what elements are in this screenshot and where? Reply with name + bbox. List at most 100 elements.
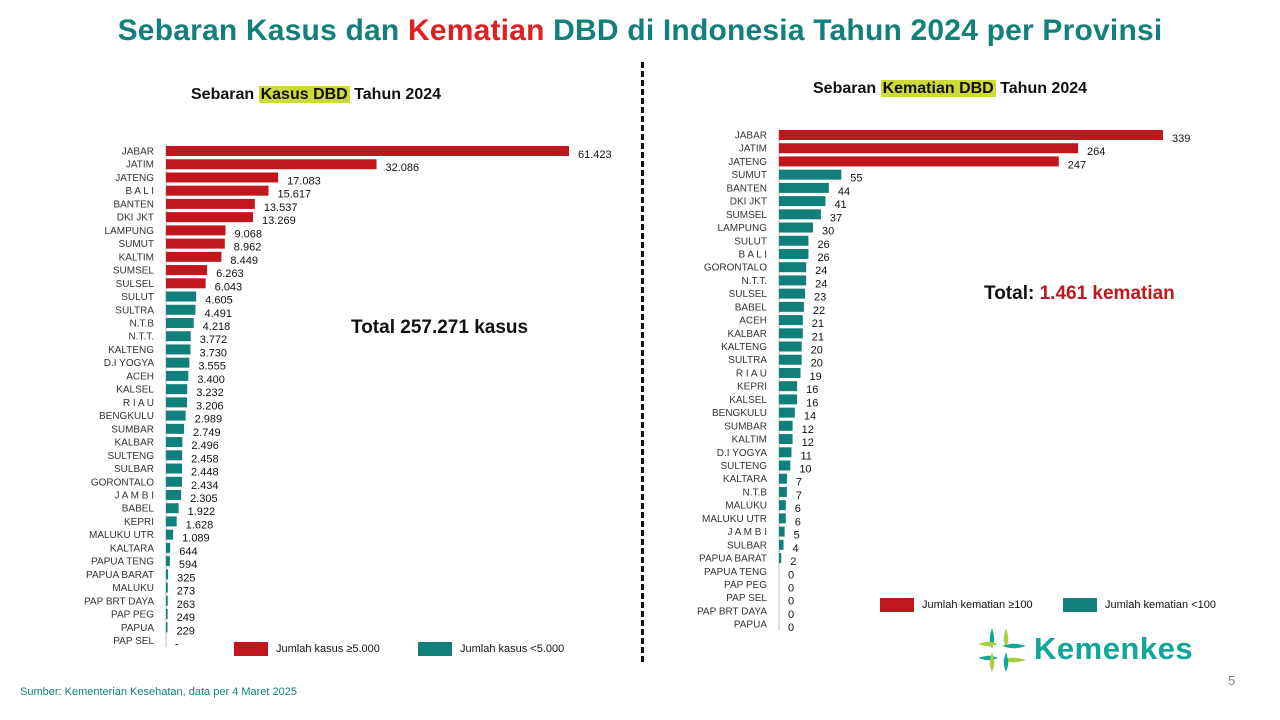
bar (166, 450, 183, 461)
category-label: B A L I (125, 186, 154, 197)
bar (779, 248, 809, 259)
value-label: 20 (811, 358, 823, 370)
value-label: 23 (814, 292, 826, 304)
category-label: MALUKU UTR (702, 514, 767, 525)
category-label: BABEL (735, 302, 768, 313)
category-label: SUMUT (731, 170, 767, 181)
category-label: PAP BRT DAYA (697, 606, 767, 617)
category-label: JABAR (122, 147, 154, 158)
category-label: PAP SEL (113, 636, 154, 647)
bar (166, 384, 188, 395)
category-label: SUMBAR (724, 421, 767, 432)
value-label: 26 (817, 252, 829, 264)
page-number: 5 (1228, 673, 1236, 688)
value-label: 3.555 (198, 361, 226, 373)
bar (166, 529, 174, 540)
bar (779, 196, 826, 207)
value-label: 22 (813, 305, 825, 317)
category-label: JATENG (115, 173, 154, 184)
category-label: PAP PEG (111, 610, 154, 621)
bar (779, 500, 786, 511)
category-label: LAMPUNG (718, 223, 768, 234)
category-label: PAPUA BARAT (86, 570, 154, 581)
value-label: 32.086 (386, 162, 420, 174)
legend-cases-low: Jumlah kasus <5.000 (418, 642, 564, 656)
value-label: 1.922 (188, 506, 216, 518)
value-label: 24 (815, 278, 827, 290)
bar (166, 238, 225, 249)
right-chart-subtitle: Sebaran Kematian DBD Tahun 2024 (813, 80, 1088, 97)
category-label: SULTRA (728, 355, 767, 366)
category-label: D.I YOGYA (104, 358, 155, 369)
value-label: - (175, 639, 179, 651)
bar (779, 130, 1163, 140)
value-label: 325 (177, 572, 195, 584)
bar (166, 291, 197, 302)
value-label: 6 (795, 516, 801, 528)
legend-swatch-red (880, 598, 914, 612)
category-label: N.T.T. (741, 276, 767, 287)
bar (166, 463, 183, 474)
value-label: 21 (812, 331, 824, 343)
category-label: JABAR (735, 131, 767, 142)
value-label: 16 (806, 397, 818, 409)
bar (166, 278, 206, 289)
value-label: 0 (788, 596, 794, 608)
category-label: SUMSEL (113, 266, 155, 277)
category-label: D.I YOGYA (717, 448, 768, 459)
bar (779, 526, 785, 537)
bar (779, 513, 786, 524)
category-label: JATIM (739, 144, 767, 155)
category-label: KALBAR (115, 438, 154, 449)
bar (779, 275, 807, 286)
category-label: BANTEN (113, 199, 154, 210)
value-label: 3.400 (197, 374, 225, 386)
bar (166, 304, 196, 315)
value-label: 2.434 (191, 480, 219, 492)
value-label: 20 (811, 345, 823, 357)
value-label: 1.089 (182, 533, 210, 545)
value-label: 21 (812, 318, 824, 330)
category-label: R I A U (123, 398, 154, 409)
category-label: KALTIM (119, 252, 154, 263)
value-label: 339 (1172, 133, 1190, 145)
value-label: 264 (1087, 146, 1105, 158)
bar (166, 556, 170, 567)
category-label: KALTARA (723, 474, 767, 485)
bar (166, 423, 185, 434)
category-label: JATENG (728, 157, 767, 168)
category-label: SULTRA (115, 305, 154, 316)
bar (779, 407, 795, 418)
category-label: R I A U (736, 368, 767, 379)
bar (166, 172, 279, 183)
category-label: KEPRI (124, 517, 154, 528)
bar (166, 317, 194, 328)
cases-bar-chart: JABAR 61.423 JATIM 32.086 JATENG 17.083 B A L … (84, 144, 612, 651)
bar (166, 489, 182, 500)
value-label: 3.772 (200, 334, 228, 346)
logo-text: Kemenkes (1034, 631, 1194, 666)
bar (779, 447, 792, 458)
category-label: SUMUT (118, 239, 154, 250)
bar (166, 225, 226, 236)
category-label: SULSEL (116, 279, 155, 290)
bar (166, 370, 189, 381)
bar (779, 354, 802, 365)
bar (779, 473, 787, 484)
value-label: 37 (830, 212, 842, 224)
value-label: 229 (177, 625, 195, 637)
category-label: BANTEN (726, 183, 767, 194)
category-label: SULBAR (114, 464, 154, 475)
category-label: SULTENG (108, 451, 155, 462)
legend-swatch-red (234, 642, 268, 656)
category-label: N.T.T. (128, 332, 154, 343)
value-label: 7 (796, 490, 802, 502)
bar (166, 516, 177, 527)
category-label: SULTENG (721, 461, 768, 472)
bar (779, 434, 793, 445)
bar (779, 460, 791, 471)
category-label: DKI JKT (117, 213, 154, 224)
bar (779, 288, 806, 299)
value-label: 0 (788, 582, 794, 594)
bar (166, 410, 186, 421)
